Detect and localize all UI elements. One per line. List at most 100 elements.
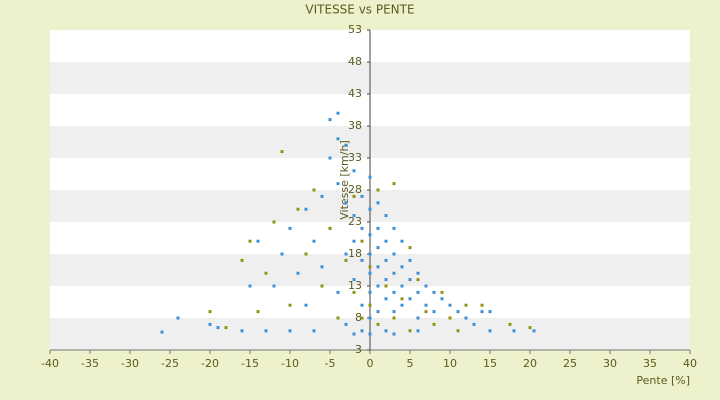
x-tick-label: -35 — [81, 357, 99, 370]
point — [408, 329, 412, 333]
point — [344, 143, 348, 147]
point — [264, 329, 268, 333]
point — [160, 330, 164, 334]
x-tick-label: -10 — [281, 357, 299, 370]
point — [256, 239, 260, 243]
y-tick-label: 18 — [348, 247, 362, 260]
x-tick-label: -30 — [121, 357, 139, 370]
point — [296, 271, 300, 275]
x-tick-label: -15 — [241, 357, 259, 370]
point — [360, 316, 364, 320]
point — [416, 278, 420, 282]
point — [296, 207, 300, 211]
point — [320, 265, 324, 269]
point — [400, 297, 404, 301]
point — [208, 322, 212, 326]
point — [368, 332, 372, 336]
point — [208, 310, 212, 314]
point — [336, 316, 340, 320]
point — [352, 194, 356, 198]
point — [384, 239, 388, 243]
point — [448, 316, 452, 320]
point — [344, 252, 348, 256]
point — [360, 303, 364, 307]
y-tick-label: 48 — [348, 55, 362, 68]
point — [432, 322, 436, 326]
point — [400, 303, 404, 307]
point — [352, 214, 356, 218]
point — [312, 188, 316, 192]
point — [360, 239, 364, 243]
y-tick-label: 43 — [348, 87, 362, 100]
point — [512, 329, 516, 333]
point — [360, 194, 364, 198]
x-tick-label: 25 — [563, 357, 577, 370]
point — [376, 322, 380, 326]
point — [472, 322, 476, 326]
point — [368, 316, 372, 320]
point — [392, 332, 396, 336]
point — [424, 303, 428, 307]
point — [392, 290, 396, 294]
point — [464, 303, 468, 307]
point — [532, 329, 536, 333]
point — [336, 137, 340, 141]
point — [368, 207, 372, 211]
point — [288, 303, 292, 307]
x-tick-label: 35 — [643, 357, 657, 370]
point — [352, 278, 356, 282]
point — [360, 258, 364, 262]
point — [368, 175, 372, 179]
point — [280, 252, 284, 256]
y-tick-label: 13 — [348, 279, 362, 292]
point — [400, 265, 404, 269]
point — [288, 329, 292, 333]
point — [400, 284, 404, 288]
y-tick-label: 33 — [348, 151, 362, 164]
point — [448, 303, 452, 307]
point — [224, 326, 228, 330]
point — [416, 329, 420, 333]
point — [344, 201, 348, 205]
point — [352, 169, 356, 173]
x-tick-label: 15 — [483, 357, 497, 370]
point — [368, 252, 372, 256]
point — [424, 310, 428, 314]
x-tick-label: 5 — [407, 357, 414, 370]
point — [288, 226, 292, 230]
point — [488, 310, 492, 314]
x-tick-label: -20 — [201, 357, 219, 370]
point — [328, 156, 332, 160]
point — [376, 310, 380, 314]
point — [312, 329, 316, 333]
y-tick-label: 23 — [348, 215, 362, 228]
point — [368, 265, 372, 269]
point — [416, 290, 420, 294]
point — [336, 111, 340, 115]
point — [176, 316, 180, 320]
point — [368, 290, 372, 294]
point — [336, 290, 340, 294]
x-tick-label: -5 — [325, 357, 336, 370]
point — [304, 252, 308, 256]
point — [272, 220, 276, 224]
point — [256, 310, 260, 314]
point — [344, 258, 348, 262]
point — [352, 290, 356, 294]
x-tick-label: 10 — [443, 357, 457, 370]
point — [320, 194, 324, 198]
point — [384, 297, 388, 301]
point — [352, 239, 356, 243]
point — [488, 329, 492, 333]
point — [376, 284, 380, 288]
point — [352, 332, 356, 336]
point — [432, 290, 436, 294]
point — [304, 207, 308, 211]
point — [384, 329, 388, 333]
point — [416, 316, 420, 320]
point — [368, 233, 372, 237]
point — [440, 297, 444, 301]
point — [384, 214, 388, 218]
point — [408, 246, 412, 250]
point — [432, 310, 436, 314]
